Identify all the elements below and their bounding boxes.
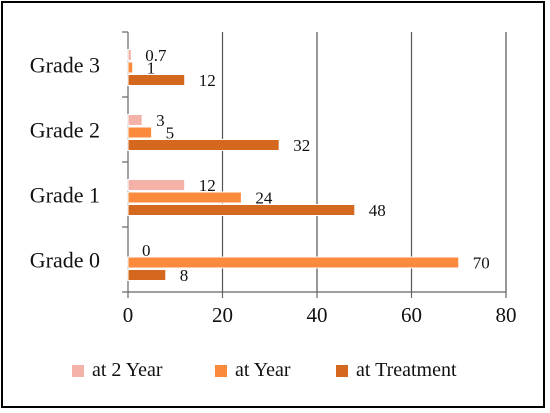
data-label-at-year-grade-1: 24 [255,189,273,208]
bar-at-2-year-grade-2 [127,114,143,126]
category-label-grade-3: Grade 3 [30,53,100,78]
legend-label-at-year: at Year [235,359,291,381]
bar-at-year-grade-3 [127,61,134,74]
data-label-at-treatment-grade-3: 12 [199,71,216,90]
legend-label-at-2-year: at 2 Year [92,359,163,381]
bar-at-2-year-grade-3 [127,49,132,61]
x-tick-label-80: 80 [496,303,517,327]
data-label-at-2-year-grade-0: 0 [142,241,151,260]
data-label-at-treatment-grade-0: 8 [180,266,189,285]
legend-label-at-treatment: at Treatment [356,359,457,381]
bar-at-treatment-grade-2 [127,139,280,151]
data-label-at-year-grade-3: 1 [147,59,156,78]
x-tick-label-40: 40 [307,303,328,327]
bar-at-treatment-grade-1 [127,204,356,216]
category-label-grade-2: Grade 2 [30,118,100,143]
legend-swatch-at-year [215,365,227,377]
data-label-at-treatment-grade-1: 48 [369,201,386,220]
category-label-grade-0: Grade 0 [30,248,100,273]
x-tick-label-20: 20 [212,303,233,327]
bar-at-2-year-grade-1 [127,179,186,191]
bar-at-treatment-grade-3 [127,74,186,86]
x-tick-label-60: 60 [401,303,422,327]
data-label-at-year-grade-2: 5 [166,124,175,143]
bar-at-year-grade-1 [127,191,242,204]
bar-at-year-grade-2 [127,126,153,139]
legend-swatch-at-2-year [72,365,84,377]
x-tick-label-0: 0 [123,303,134,327]
bar-at-year-grade-0 [127,256,460,269]
data-label-at-2-year-grade-1: 12 [199,176,216,195]
data-label-at-2-year-grade-3: 0.7 [145,46,167,65]
data-label-at-2-year-grade-2: 3 [156,111,165,130]
bar-at-treatment-grade-0 [127,269,167,281]
data-label-at-year-grade-0: 70 [473,254,490,273]
legend-swatch-at-treatment [336,365,348,377]
data-label-at-treatment-grade-2: 32 [293,136,310,155]
category-label-grade-1: Grade 1 [30,183,100,208]
